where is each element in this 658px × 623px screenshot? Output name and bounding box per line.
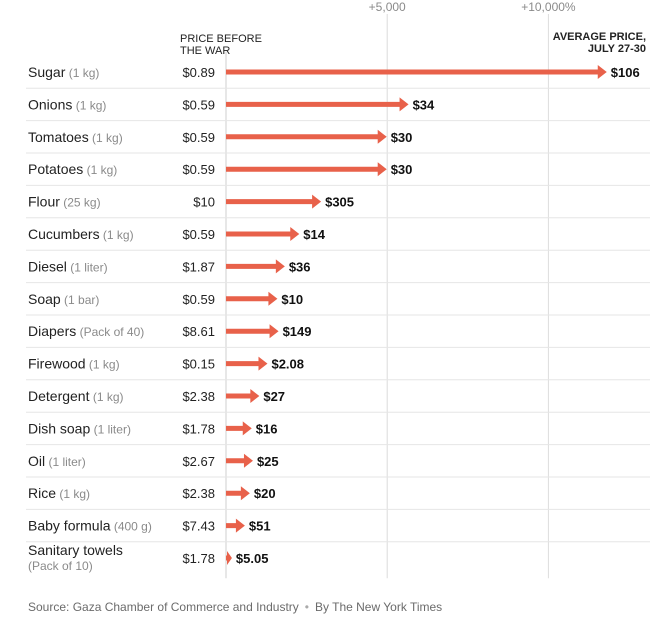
price-after: $27 [263,389,285,404]
increase-arrow [226,65,607,79]
increase-arrow [226,194,322,209]
header-before-line-2: THE WAR [180,45,230,57]
price-after: $20 [254,486,276,501]
row-diapers: Diapers (Pack of 40) $8.61 $149 [26,314,650,339]
price-before: $8.61 [182,324,215,339]
price-after: $5.05 [236,551,269,566]
category-label: Baby formula (400 g) [28,518,152,534]
price-before: $1.78 [182,421,215,436]
price-after: $10 [281,292,303,307]
chart-rows: Sugar (1 kg) $0.89 $106 Onions (1 kg) $0.59 $… [26,64,650,573]
increase-arrow [226,486,250,501]
header-before-line-1: PRICE BEFORE [180,33,262,45]
category-label: Diesel (1 liter) [28,258,108,274]
category-label: Soap (1 bar) [28,291,99,307]
price-before: $1.87 [182,259,215,274]
category-label: Sanitary towels [28,542,123,558]
row-soap: Soap (1 bar) $0.59 $10 [26,282,650,307]
price-after: $25 [257,454,279,469]
category-label: Cucumbers (1 kg) [28,226,134,242]
price-before: $2.38 [182,389,215,404]
price-after: $34 [413,97,435,112]
increase-arrow [226,356,268,371]
category-unit: (Pack of 10) [28,559,93,573]
price-after: $36 [289,259,311,274]
price-after: $16 [256,421,278,436]
source-text: Source: Gaza Chamber of Commerce and Ind… [28,600,299,614]
price-before: $0.89 [182,65,215,80]
row-oil: Oil (1 liter) $2.67 $25 [26,444,650,469]
category-label: Rice (1 kg) [28,485,90,501]
tick-label-0: +5,000 [369,0,406,14]
increase-arrow [226,324,279,339]
increase-arrow [226,97,409,112]
row-flour: Flour (25 kg) $10 $305 [26,184,650,210]
increase-arrow [226,227,300,241]
row-potatoes: Potatoes (1 kg) $0.59 $30 [26,152,650,177]
price-after: $51 [249,519,271,534]
category-label: Sugar (1 kg) [28,64,99,80]
price-before: $0.59 [182,97,215,112]
increase-arrow [226,389,260,403]
price-before: $0.59 [182,292,215,307]
row-onions: Onions (1 kg) $0.59 $34 [26,87,650,112]
price-after: $14 [303,227,325,242]
row-firewood: Firewood (1 kg) $0.15 $2.08 [26,346,650,372]
price-before: $10 [193,195,215,210]
price-before: $0.59 [182,130,215,145]
byline-text: By The New York Times [315,600,443,614]
tick-label-1: +10,000% [521,0,576,14]
increase-arrow [226,551,232,565]
increase-arrow [226,421,252,436]
category-label: Flour (25 kg) [28,194,101,210]
price-before: $2.67 [182,454,215,469]
category-label: Diapers (Pack of 40) [28,323,144,339]
increase-arrow [226,453,253,468]
price-before: $7.43 [182,519,215,534]
category-label: Oil (1 liter) [28,453,86,469]
category-label: Firewood (1 kg) [28,356,120,372]
price-before: $0.59 [182,227,215,242]
header-after-line-2: JULY 27-30 [588,43,646,55]
header-after-line-1: AVERAGE PRICE, [553,31,646,43]
price-after: $106 [611,65,640,80]
increase-arrow [226,162,387,177]
category-label: Tomatoes (1 kg) [28,129,123,145]
row-sanitary-towels: Sanitary towels(Pack of 10) $1.78 $5.05 [26,541,650,573]
price-after: $305 [325,195,354,210]
price-before: $2.38 [182,486,215,501]
price-after: $30 [391,162,413,177]
source-line: Source: Gaza Chamber of Commerce and Ind… [28,600,442,614]
price-before: $0.15 [182,357,215,372]
category-label: Potatoes (1 kg) [28,161,117,177]
row-rice: Rice (1 kg) $2.38 $20 [26,476,650,501]
increase-arrow [226,129,387,144]
price-after: $30 [391,130,413,145]
price-before: $0.59 [182,162,215,177]
increase-arrow [226,259,285,274]
x-axis-ticks: +5,000 +10,000% [369,0,576,14]
category-label: Detergent (1 kg) [28,388,124,404]
row-cucumbers: Cucumbers (1 kg) $0.59 $14 [26,217,650,242]
row-detergent: Detergent (1 kg) $2.38 $27 [26,379,650,404]
row-diesel: Diesel (1 liter) $1.87 $36 [26,249,650,274]
increase-arrow [226,291,278,306]
row-tomatoes: Tomatoes (1 kg) $0.59 $30 [26,120,650,145]
column-headers: PRICE BEFORE THE WAR AVERAGE PRICE, JULY… [180,31,646,57]
category-label: Onions (1 kg) [28,96,106,112]
price-after: $149 [283,324,312,339]
price-after: $2.08 [271,357,304,372]
increase-arrow [226,518,245,533]
separator-dot: • [304,600,309,614]
price-increase-chart: PRICE BEFORE THE WAR AVERAGE PRICE, JULY… [26,0,650,579]
price-before: $1.78 [182,551,215,566]
category-label: Dish soap (1 liter) [28,420,131,436]
row-sugar: Sugar (1 kg) $0.89 $106 [28,64,640,80]
row-baby-formula: Baby formula (400 g) $7.43 $51 [26,508,650,534]
row-dish-soap: Dish soap (1 liter) $1.78 $16 [26,411,650,436]
